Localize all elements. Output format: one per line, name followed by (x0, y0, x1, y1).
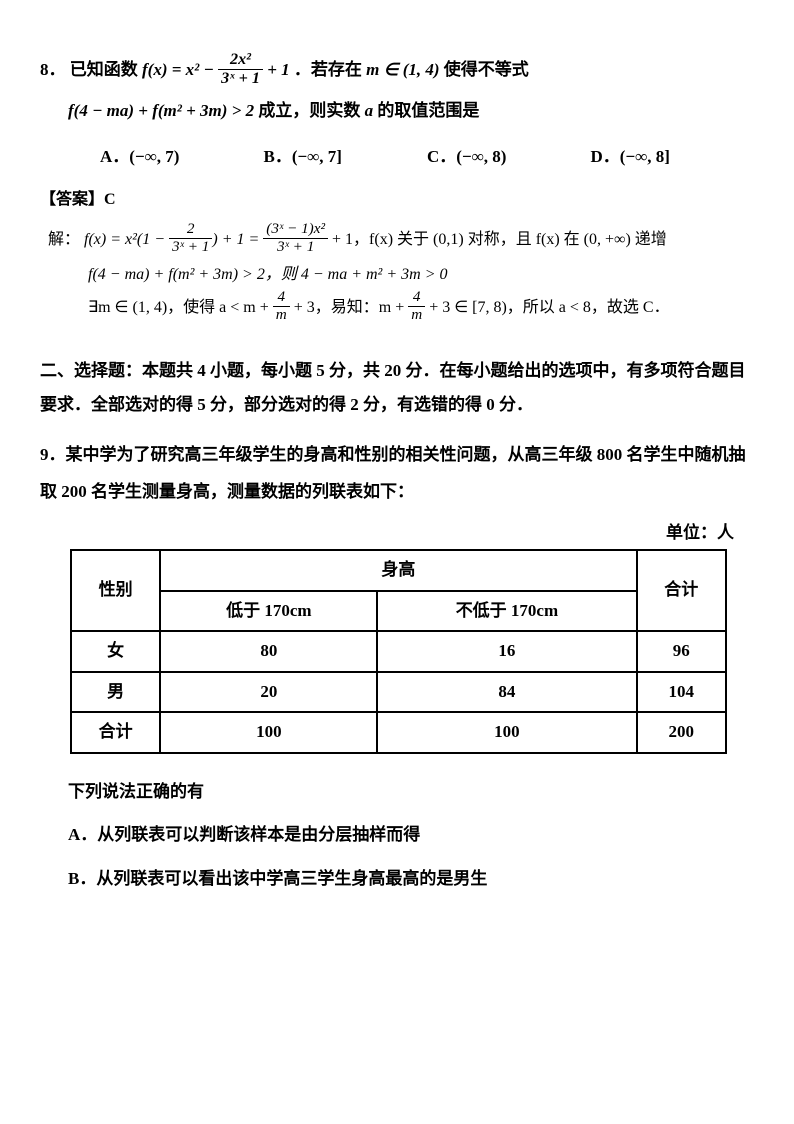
table-row: 性别 身高 合计 (71, 550, 726, 591)
q8-solution: 解： f(x) = x²(1 − 23ˣ + 1) + 1 = (3ˣ − 1)… (40, 223, 754, 326)
q8-opt-c[interactable]: C．(−∞, 8) (427, 142, 591, 173)
q9: 9．某中学为了研究高三年级学生的身高和性别的相关性问题，从高三年级 800 名学… (40, 436, 754, 902)
q8-number: 8． (40, 60, 66, 79)
q9-table: 性别 身高 合计 低于 170cm 不低于 170cm 女 80 16 96 男… (70, 549, 727, 754)
q8: 8． 已知函数 f(x) = x² − 2x²3ˣ + 1 + 1 ．若存在 m… (40, 50, 754, 326)
q8-stem-line2: f(4 − ma) + f(m² + 3m) > 2 成立，则实数 a 的取值范… (40, 91, 754, 132)
th-height: 身高 (160, 550, 636, 591)
table-row: 男 20 84 104 (71, 672, 726, 713)
q9-opt-a[interactable]: A．从列联表可以判断该样本是由分层抽样而得 (40, 813, 754, 857)
q9-unit: 单位：人 (40, 518, 754, 549)
section-2-heading: 二、选择题：本题共 4 小题，每小题 5 分，共 20 分．在每小题给出的选项中… (40, 354, 754, 422)
q8-stem-line1: 8． 已知函数 f(x) = x² − 2x²3ˣ + 1 + 1 ．若存在 m… (40, 50, 754, 91)
q8-opt-b[interactable]: B．(−∞, 7] (264, 142, 428, 173)
q8-func: f(x) = x² − 2x²3ˣ + 1 + 1 (142, 60, 294, 79)
q8-opt-d[interactable]: D．(−∞, 8] (591, 142, 755, 173)
table-row: 低于 170cm 不低于 170cm (71, 591, 726, 632)
q9-prompt: 下列说法正确的有 (40, 772, 754, 813)
q8-opt-a[interactable]: A．(−∞, 7) (100, 142, 264, 173)
q9-stem: 9．某中学为了研究高三年级学生的身高和性别的相关性问题，从高三年级 800 名学… (40, 436, 754, 511)
th-high: 不低于 170cm (377, 591, 636, 632)
table-row: 女 80 16 96 (71, 631, 726, 672)
q9-number: 9． (40, 445, 66, 464)
q8-options: A．(−∞, 7) B．(−∞, 7] C．(−∞, 8) D．(−∞, 8] (40, 142, 754, 173)
table-row: 合计 100 100 200 (71, 712, 726, 753)
th-gender: 性别 (71, 550, 160, 631)
th-low: 低于 170cm (160, 591, 377, 632)
th-total: 合计 (637, 550, 726, 631)
q8-answer: 【答案】C (40, 186, 754, 215)
q9-opt-b[interactable]: B．从列联表可以看出该中学高三学生身高最高的是男生 (40, 857, 754, 901)
